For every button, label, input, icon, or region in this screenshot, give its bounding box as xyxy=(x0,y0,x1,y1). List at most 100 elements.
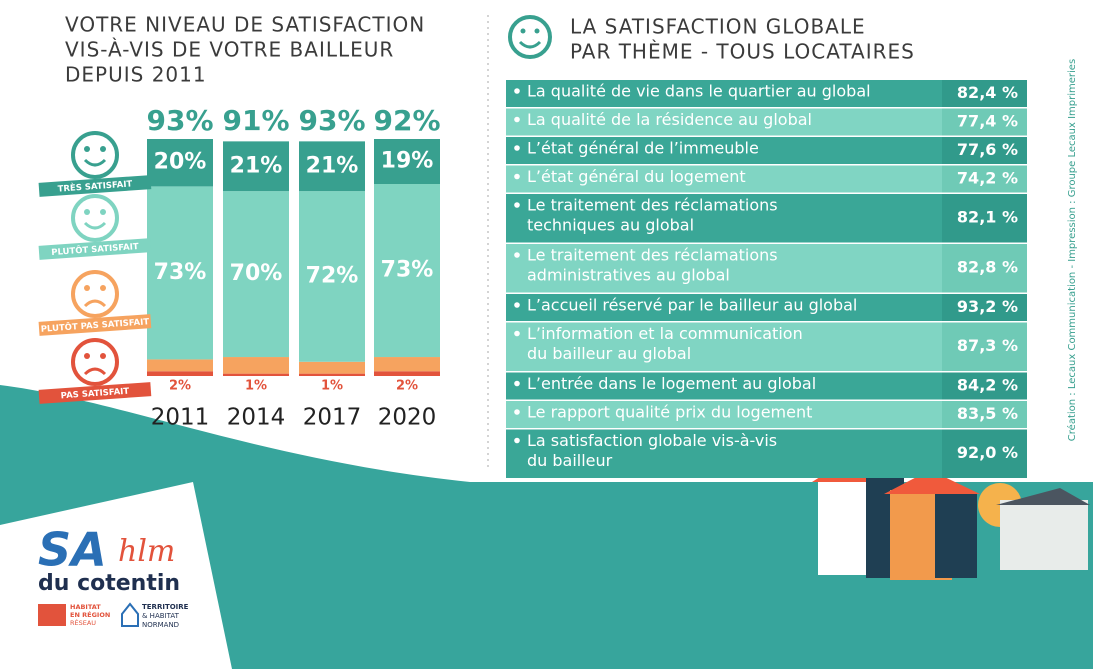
bullet xyxy=(514,145,520,151)
value-cell xyxy=(942,80,1027,107)
bullet xyxy=(514,302,520,308)
face-eye xyxy=(100,146,106,152)
row-value: 83,5 % xyxy=(957,404,1018,423)
legend-banner xyxy=(38,382,152,404)
bar-segment xyxy=(223,141,289,192)
icon-circle xyxy=(508,15,552,59)
bar-segment xyxy=(223,357,289,374)
row-label: du bailleur au global xyxy=(527,344,691,363)
roof xyxy=(884,470,980,494)
partner-icon xyxy=(121,602,139,627)
table-row xyxy=(506,108,1027,136)
logo-hlm: hlm xyxy=(118,534,175,569)
value-label: 2% xyxy=(169,379,191,394)
smiley-icon xyxy=(508,15,552,59)
bar-segment xyxy=(374,371,440,376)
total-label: 93% xyxy=(146,104,213,137)
table-row xyxy=(506,294,1027,321)
row-value: 93,2 % xyxy=(957,297,1018,316)
total-label: 91% xyxy=(222,104,289,137)
row-label: Le traitement des réclamations xyxy=(527,246,778,265)
table-row xyxy=(506,401,1027,428)
logo: SA hlm du cotentin HABITAT EN RÉGION RÉS… xyxy=(38,523,189,629)
face-eye xyxy=(100,353,106,359)
chart-title: VIS-À-VIS DE VOTRE BAILLEUR xyxy=(65,38,394,62)
bullet xyxy=(514,202,520,208)
face-eye xyxy=(100,285,106,291)
table-row xyxy=(506,429,1027,478)
legend-face xyxy=(71,338,119,386)
total-label: 92% xyxy=(373,104,440,137)
row-label: administratives au global xyxy=(527,266,730,285)
icon-eye xyxy=(534,28,540,34)
credits: Création : Lecaux Communication - Impres… xyxy=(1066,59,1078,441)
houses xyxy=(812,458,1090,580)
legend-item: TRÈS SATISFAIT xyxy=(38,175,152,197)
value-cell xyxy=(942,194,1027,243)
face-eye xyxy=(84,209,90,215)
value-cell xyxy=(942,429,1027,478)
legend-banner xyxy=(38,238,152,260)
value-cell xyxy=(942,401,1027,428)
row-value: 82,4 % xyxy=(957,83,1018,102)
partner-text: HABITAT xyxy=(70,603,101,611)
bar-segment xyxy=(147,139,213,187)
row-label: Le rapport qualité prix du logement xyxy=(527,403,812,422)
x-tick-label: 2011 xyxy=(151,405,210,431)
bar-segment xyxy=(147,359,213,372)
value-cell xyxy=(942,244,1027,293)
face-eye xyxy=(84,146,90,152)
partner-text: & HABITAT xyxy=(142,612,180,620)
x-tick-label: 2017 xyxy=(303,405,362,431)
value-cell xyxy=(942,322,1027,371)
row-label: L’état général du logement xyxy=(527,167,746,186)
value-label: 19% xyxy=(381,149,434,174)
legend-banner xyxy=(38,175,152,197)
row-label: La satisfaction globale vis-à-vis xyxy=(527,431,777,450)
partner-text: RÉSEAU xyxy=(70,618,96,627)
table-row xyxy=(506,80,1027,107)
bar-segment xyxy=(147,371,213,376)
bullet xyxy=(514,88,520,94)
logo-name: du cotentin xyxy=(38,571,180,596)
row-label: techniques au global xyxy=(527,216,694,235)
legend-item: PLUTÔT SATISFAIT xyxy=(38,238,152,260)
value-label: 21% xyxy=(230,153,283,178)
partner-text: NORMAND xyxy=(142,621,179,629)
bullet xyxy=(514,116,520,123)
face-mouth xyxy=(83,158,107,167)
bar-segment xyxy=(374,357,440,372)
legend-face xyxy=(71,194,119,242)
table-title: PAR THÈME - TOUS LOCATAIRES xyxy=(570,40,915,64)
row-value: 82,8 % xyxy=(957,258,1018,277)
row-value: 84,2 % xyxy=(957,375,1018,394)
bar-segment xyxy=(374,184,440,358)
icon-eye xyxy=(520,28,526,34)
table-row xyxy=(506,165,1027,193)
value-cell xyxy=(942,137,1027,164)
total-label: 93% xyxy=(298,104,365,137)
bar-segment xyxy=(374,139,440,185)
table-row xyxy=(506,244,1027,293)
face-mouth xyxy=(83,367,107,376)
house xyxy=(818,480,873,575)
table-title: LA SATISFACTION GLOBALE xyxy=(570,15,866,39)
legend-face xyxy=(71,131,119,179)
partner-text: TERRITOIRE xyxy=(142,603,189,611)
value-label: 1% xyxy=(321,379,343,394)
row-value: 82,1 % xyxy=(957,208,1018,227)
value-label: 73% xyxy=(154,260,207,285)
face-eye xyxy=(100,209,106,215)
bullet xyxy=(514,173,520,180)
value-label: 70% xyxy=(230,261,283,286)
row-label: L’accueil réservé par le bailleur au glo… xyxy=(527,296,857,315)
value-label: 2% xyxy=(396,379,418,394)
legend-item: PAS SATISFAIT xyxy=(38,382,152,404)
face-eye xyxy=(84,285,90,291)
wave xyxy=(0,385,1093,669)
value-label: 73% xyxy=(381,258,434,283)
chart-title: VOTRE NIVEAU DE SATISFACTION xyxy=(65,13,425,37)
bar-segment xyxy=(299,141,365,192)
row-value: 92,0 % xyxy=(957,443,1018,462)
